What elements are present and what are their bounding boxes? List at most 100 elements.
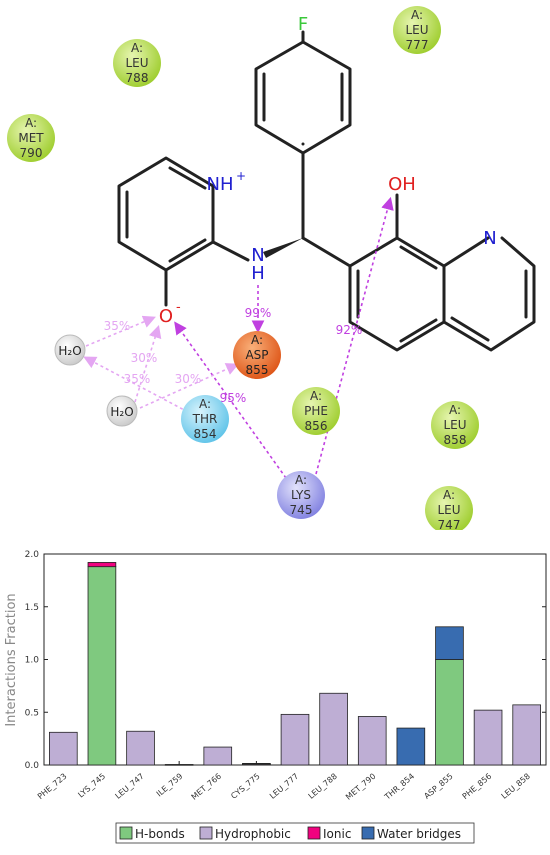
bar-segment <box>203 746 233 766</box>
svg-text:777: 777 <box>406 38 429 52</box>
interaction-label-lys745-o: 95% <box>220 391 247 405</box>
bar-segment <box>164 764 194 766</box>
oxide-charge: - <box>176 300 181 315</box>
interactions-bar-chart: 0.0 0.5 1.0 1.5 2.0 PHE_723 LYS_745 LEU_747 ILE… <box>4 550 547 844</box>
svg-text:LEU: LEU <box>125 56 148 70</box>
bar-segment <box>396 727 426 766</box>
x-tick-label: PHE_856 <box>461 772 494 802</box>
y-axis-label: Interactions Fraction <box>4 593 19 726</box>
hydroxyl-atom: OH <box>388 174 416 195</box>
residue-thr854: A: THR 854 <box>181 395 229 443</box>
interaction-label-asp855: 99% <box>245 306 272 320</box>
svg-text:PHE: PHE <box>304 404 328 418</box>
bar-segment <box>435 626 464 660</box>
legend-label: Water bridges <box>377 827 461 841</box>
svg-text:A:: A: <box>251 333 263 347</box>
residue-leu777: A: LEU 777 <box>393 6 441 54</box>
interaction-lines <box>83 196 394 479</box>
svg-text:LEU: LEU <box>405 23 428 37</box>
interaction-label-water2-o: 30% <box>131 351 158 365</box>
x-tick-label: CYS_775 <box>229 772 261 801</box>
bar-segment <box>280 713 310 766</box>
y-tick-label: 1.5 <box>25 603 39 613</box>
interaction-label-water1-o: 35% <box>104 319 131 333</box>
x-tick-label: MET_766 <box>190 772 223 802</box>
x-tick-label: LEU_788 <box>307 772 339 801</box>
svg-text:A:: A: <box>295 473 307 487</box>
x-tick-label: LEU_747 <box>114 772 146 801</box>
bar-segment <box>49 731 78 766</box>
svg-text:A:: A: <box>449 403 461 417</box>
legend-swatch <box>199 826 213 840</box>
residue-asp855: A: ASP 855 <box>233 331 281 379</box>
legend-label: H-bonds <box>135 827 185 841</box>
legend-swatch <box>119 826 133 840</box>
svg-text:LYS: LYS <box>291 488 311 502</box>
bar-segment <box>126 730 155 766</box>
svg-text:A:: A: <box>131 41 143 55</box>
svg-text:856: 856 <box>305 419 328 433</box>
svg-text:854: 854 <box>194 427 217 441</box>
svg-text:788: 788 <box>126 71 149 85</box>
interaction-label-thr-water1: 35% <box>124 372 151 386</box>
svg-text:A:: A: <box>411 8 423 22</box>
water-1: H₂O <box>54 334 86 366</box>
residue-met790: A: MET 790 <box>7 114 55 162</box>
x-tick-label: LEU_777 <box>268 772 300 801</box>
svg-text:790: 790 <box>20 146 43 160</box>
oxide-atom: O <box>159 306 173 327</box>
residue-lys745: A: LYS 745 <box>277 471 325 519</box>
residue-phe856: A: PHE 856 <box>292 387 340 435</box>
pyridinium-nitrogen: NH <box>207 174 234 195</box>
legend-swatch <box>361 826 375 840</box>
molecule-skeleton <box>117 30 536 352</box>
amine-nitrogen: N <box>251 245 264 266</box>
legend-label: Ionic <box>323 827 351 841</box>
legend-swatch <box>307 826 321 840</box>
x-tick-label: THR_854 <box>382 772 416 803</box>
bar-segment <box>319 692 348 766</box>
legend-label: Hydrophobic <box>215 827 291 841</box>
bars <box>49 562 541 766</box>
svg-text:745: 745 <box>290 503 313 517</box>
svg-text:858: 858 <box>444 433 467 447</box>
fluorine-atom: F <box>298 14 308 35</box>
interaction-label-water2-asp: 30% <box>175 372 202 386</box>
x-tick-label: ILE_759 <box>155 772 185 799</box>
svg-text:LEU: LEU <box>437 503 460 517</box>
bar-segment <box>357 716 387 766</box>
bar-segment <box>512 704 541 766</box>
water-2: H₂O <box>106 395 138 427</box>
bar-segment <box>87 562 117 568</box>
bar-segment <box>242 763 271 765</box>
quinoline-nitrogen: N <box>483 228 496 249</box>
svg-text:A:: A: <box>310 389 322 403</box>
x-tick-label: PHE_723 <box>36 772 69 802</box>
svg-text:LEU: LEU <box>443 418 466 432</box>
residue-leu747: A: LEU 747 <box>425 486 473 530</box>
y-tick-label: 0.5 <box>25 708 39 718</box>
y-axis: 0.0 0.5 1.0 1.5 2.0 <box>25 550 546 771</box>
y-tick-label: 0.0 <box>25 761 40 771</box>
x-tick-label: MET_790 <box>344 772 377 802</box>
svg-text:H₂O: H₂O <box>110 405 133 419</box>
x-tick-label: LEU_858 <box>500 772 532 801</box>
ligand-interaction-diagram: F OH N NH + N H O - 99% 92% 95% 35% 30% … <box>7 6 536 530</box>
bar-segment <box>435 659 464 766</box>
svg-text:MET: MET <box>18 131 44 145</box>
bar-segment <box>87 566 117 766</box>
wedge-bond <box>263 238 303 258</box>
amine-hydrogen: H <box>251 263 265 284</box>
y-tick-label: 2.0 <box>25 550 40 560</box>
interaction-label-lys745-oh: 92% <box>336 323 363 337</box>
svg-text:A:: A: <box>443 488 455 502</box>
residue-leu788: A: LEU 788 <box>113 39 161 87</box>
x-tick-label: ASP_855 <box>422 772 454 801</box>
svg-text:ASP: ASP <box>245 348 268 362</box>
residue-leu858: A: LEU 858 <box>431 401 479 449</box>
svg-text:THR: THR <box>192 412 218 426</box>
legend: H-bonds Hydrophobic Ionic Water bridges <box>115 822 475 844</box>
bar-segment <box>473 709 503 766</box>
svg-text:A:: A: <box>25 116 37 130</box>
svg-text:855: 855 <box>246 363 269 377</box>
